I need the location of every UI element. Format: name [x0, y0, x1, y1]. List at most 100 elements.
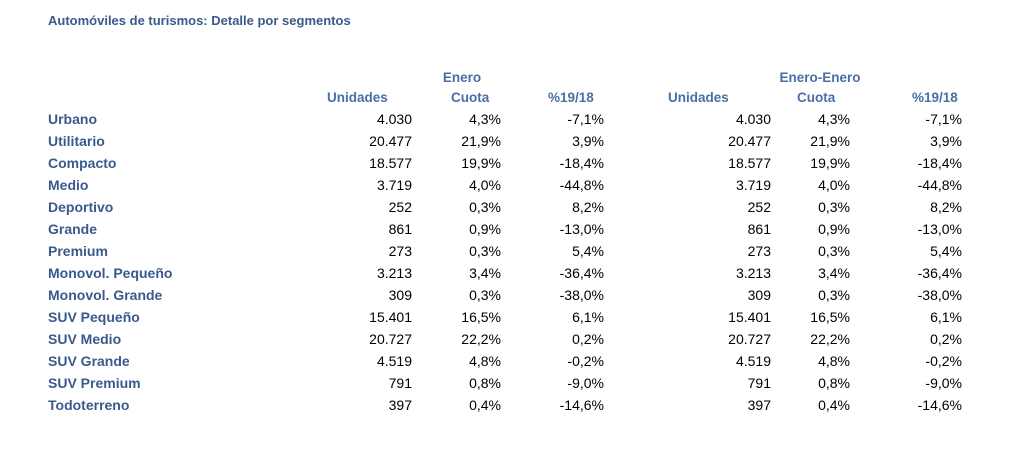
cell-unidades-acumulado: 309 — [747, 287, 771, 303]
column-header-unidades-left: Unidades — [327, 90, 388, 105]
cell-unidades-enero: 3.213 — [376, 265, 412, 281]
cell-variacion-enero: -9,0% — [567, 375, 604, 391]
column-header-pct-right: %19/18 — [912, 90, 958, 105]
cell-variacion-enero: 6,1% — [572, 309, 604, 325]
group-header-enero-enero: Enero-Enero — [779, 70, 861, 85]
cell-unidades-acumulado: 3.719 — [735, 177, 771, 193]
cell-variacion-enero: -0,2% — [567, 353, 604, 369]
segment-label: Monovol. Pequeño — [48, 265, 173, 281]
cell-variacion-enero: 8,2% — [572, 199, 604, 215]
table-row: Utilitario 20.477 21,9% 3,9% 20.477 21,9% 3,9% — [0, 132, 1024, 154]
segment-label: SUV Premium — [48, 375, 141, 391]
cell-cuota-acumulado: 3,4% — [818, 265, 850, 281]
cell-variacion-acumulado: 0,2% — [930, 331, 962, 347]
cell-unidades-acumulado: 397 — [747, 397, 771, 413]
cell-cuota-enero: 0,3% — [469, 287, 501, 303]
table-row: Grande 861 0,9% -13,0% 861 0,9% -13,0% — [0, 220, 1024, 242]
cell-variacion-acumulado: -14,6% — [917, 397, 962, 413]
cell-cuota-enero: 21,9% — [461, 133, 501, 149]
cell-variacion-acumulado: -18,4% — [917, 155, 962, 171]
cell-unidades-enero: 4.030 — [376, 111, 412, 127]
column-header-pct-left: %19/18 — [548, 90, 594, 105]
cell-unidades-acumulado: 18.577 — [728, 155, 771, 171]
column-header-unidades-right: Unidades — [668, 90, 729, 105]
cell-unidades-enero: 252 — [388, 199, 412, 215]
segment-label: Grande — [48, 221, 98, 237]
cell-unidades-enero: 20.727 — [369, 331, 412, 347]
cell-unidades-acumulado: 3.213 — [735, 265, 771, 281]
cell-variacion-acumulado: 5,4% — [930, 243, 962, 259]
cell-variacion-enero: -44,8% — [559, 177, 604, 193]
cell-cuota-acumulado: 4,3% — [818, 111, 850, 127]
cell-variacion-acumulado: 3,9% — [930, 133, 962, 149]
cell-unidades-enero: 15.401 — [369, 309, 412, 325]
table-row: Todoterreno 397 0,4% -14,6% 397 0,4% -14,6% — [0, 396, 1024, 418]
cell-unidades-enero: 861 — [388, 221, 412, 237]
cell-unidades-enero: 20.477 — [369, 133, 412, 149]
cell-cuota-acumulado: 0,3% — [818, 199, 850, 215]
segment-label: Utilitario — [48, 133, 105, 149]
cell-cuota-acumulado: 0,9% — [818, 221, 850, 237]
column-header-cuota-left: Cuota — [451, 90, 490, 105]
table-row: Deportivo 252 0,3% 8,2% 252 0,3% 8,2% — [0, 198, 1024, 220]
cell-unidades-acumulado: 861 — [747, 221, 771, 237]
cell-variacion-enero: -13,0% — [559, 221, 604, 237]
cell-unidades-acumulado: 4.519 — [735, 353, 771, 369]
cell-cuota-enero: 0,4% — [469, 397, 501, 413]
cell-variacion-enero: -36,4% — [559, 265, 604, 281]
segment-label: SUV Grande — [48, 353, 130, 369]
cell-cuota-enero: 3,4% — [469, 265, 501, 281]
cell-variacion-acumulado: -0,2% — [925, 353, 962, 369]
cell-variacion-enero: -7,1% — [567, 111, 604, 127]
cell-unidades-enero: 18.577 — [369, 155, 412, 171]
cell-variacion-acumulado: -7,1% — [925, 111, 962, 127]
cell-variacion-acumulado: -9,0% — [925, 375, 962, 391]
cell-variacion-enero: 5,4% — [572, 243, 604, 259]
group-header-enero: Enero — [442, 70, 482, 85]
cell-variacion-enero: -18,4% — [559, 155, 604, 171]
cell-cuota-enero: 4,0% — [469, 177, 501, 193]
cell-cuota-acumulado: 19,9% — [810, 155, 850, 171]
cell-cuota-enero: 4,3% — [469, 111, 501, 127]
cell-variacion-enero: 3,9% — [572, 133, 604, 149]
segment-label: SUV Medio — [48, 331, 122, 347]
table-row: Compacto 18.577 19,9% -18,4% 18.577 19,9% -18,… — [0, 154, 1024, 176]
segment-label: Premium — [48, 243, 108, 259]
cell-unidades-enero: 3.719 — [376, 177, 412, 193]
cell-variacion-acumulado: -36,4% — [917, 265, 962, 281]
cell-cuota-acumulado: 0,8% — [818, 375, 850, 391]
cell-unidades-enero: 791 — [388, 375, 412, 391]
segment-label: SUV Pequeño — [48, 309, 140, 325]
cell-cuota-acumulado: 4,8% — [818, 353, 850, 369]
cell-cuota-enero: 16,5% — [461, 309, 501, 325]
cell-variacion-acumulado: 6,1% — [930, 309, 962, 325]
cell-unidades-acumulado: 252 — [747, 199, 771, 215]
cell-cuota-acumulado: 0,3% — [818, 243, 850, 259]
cell-cuota-enero: 0,3% — [469, 243, 501, 259]
cell-variacion-enero: 0,2% — [572, 331, 604, 347]
cell-cuota-enero: 4,8% — [469, 353, 501, 369]
segment-label: Compacto — [48, 155, 117, 171]
table-row: SUV Pequeño 15.401 16,5% 6,1% 15.401 16,5% 6,1… — [0, 308, 1024, 330]
table-row: Monovol. Pequeño 3.213 3,4% -36,4% 3.213 3,4%… — [0, 264, 1024, 286]
cell-variacion-acumulado: -13,0% — [917, 221, 962, 237]
table-row: Medio 3.719 4,0% -44,8% 3.719 4,0% -44,8% — [0, 176, 1024, 198]
cell-unidades-acumulado: 4.030 — [735, 111, 771, 127]
cell-cuota-acumulado: 4,0% — [818, 177, 850, 193]
cell-unidades-enero: 397 — [388, 397, 412, 413]
cell-unidades-acumulado: 273 — [747, 243, 771, 259]
cell-unidades-acumulado: 15.401 — [728, 309, 771, 325]
segment-label: Urbano — [48, 111, 97, 127]
cell-cuota-enero: 0,3% — [469, 199, 501, 215]
cell-variacion-acumulado: 8,2% — [930, 199, 962, 215]
cell-unidades-enero: 309 — [388, 287, 412, 303]
cell-variacion-acumulado: -44,8% — [917, 177, 962, 193]
cell-cuota-enero: 19,9% — [461, 155, 501, 171]
table-row: Premium 273 0,3% 5,4% 273 0,3% 5,4% — [0, 242, 1024, 264]
cell-unidades-acumulado: 791 — [747, 375, 771, 391]
cell-variacion-enero: -38,0% — [559, 287, 604, 303]
segment-label: Todoterreno — [48, 397, 130, 413]
table-row: Urbano 4.030 4,3% -7,1% 4.030 4,3% -7,1% — [0, 110, 1024, 132]
table-row: SUV Premium 791 0,8% -9,0% 791 0,8% -9,0% — [0, 374, 1024, 396]
cell-cuota-acumulado: 0,3% — [818, 287, 850, 303]
